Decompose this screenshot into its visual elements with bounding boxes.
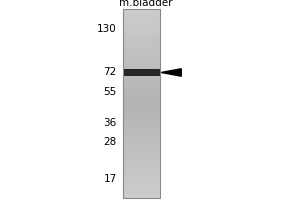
Text: 72: 72 <box>103 67 117 77</box>
Text: 55: 55 <box>103 87 117 97</box>
Polygon shape <box>161 69 181 76</box>
Text: m.bladder: m.bladder <box>119 0 172 8</box>
Text: 36: 36 <box>103 118 117 128</box>
Text: 130: 130 <box>97 24 117 34</box>
Bar <box>123 9 160 198</box>
Text: 28: 28 <box>103 137 117 147</box>
Text: 17: 17 <box>103 174 117 184</box>
